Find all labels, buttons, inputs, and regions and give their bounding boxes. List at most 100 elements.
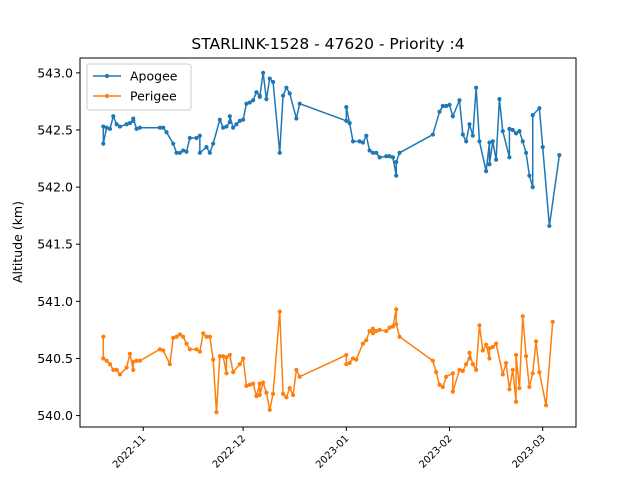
perigee-point bbox=[543, 403, 549, 408]
perigee-point bbox=[533, 339, 539, 344]
perigee-point bbox=[530, 371, 535, 376]
perigee-point bbox=[487, 346, 492, 351]
perigee-point bbox=[297, 374, 302, 379]
perigee-point bbox=[287, 386, 292, 391]
perigee-point bbox=[500, 372, 505, 377]
perigee-point bbox=[364, 338, 369, 343]
perigee-point bbox=[157, 347, 162, 352]
perigee-point bbox=[550, 319, 555, 324]
apogee-point bbox=[237, 118, 242, 123]
apogee-point bbox=[474, 85, 479, 90]
perigee-point bbox=[277, 309, 282, 314]
perigee-point bbox=[237, 362, 242, 367]
perigee-point bbox=[127, 351, 133, 356]
apogee-point bbox=[257, 94, 262, 99]
series-layer bbox=[101, 70, 562, 415]
apogee-point bbox=[367, 148, 372, 153]
perigee-point bbox=[484, 342, 489, 347]
apogee-point bbox=[457, 98, 462, 103]
perigee-point bbox=[374, 328, 379, 334]
y-axis: 540.0 540.5 541.0 541.5 542.0 542.5 543.0 bbox=[37, 65, 80, 423]
perigee-point bbox=[251, 381, 256, 386]
x-tick-label: 2023-03 bbox=[510, 433, 547, 470]
legend: Apogee Perigee bbox=[86, 63, 192, 111]
series-perigee bbox=[101, 307, 555, 415]
perigee-point bbox=[370, 326, 376, 331]
perigee-point bbox=[284, 395, 289, 400]
perigee-point bbox=[101, 356, 106, 361]
apogee-point bbox=[194, 135, 199, 141]
perigee-point bbox=[187, 347, 192, 352]
x-axis: 2022-11 2022-12 2023-01 2023-02 2023-03 bbox=[111, 427, 548, 471]
apogee-point bbox=[484, 169, 489, 174]
apogee-point bbox=[467, 122, 472, 127]
perigee-point bbox=[513, 399, 519, 404]
perigee-point bbox=[387, 325, 392, 330]
apogee-point bbox=[507, 155, 512, 160]
perigee-point bbox=[394, 322, 399, 327]
perigee-point bbox=[467, 350, 472, 355]
apogee-point bbox=[101, 141, 106, 146]
apogee-point bbox=[234, 122, 239, 127]
perigee-point bbox=[264, 390, 269, 395]
perigee-point bbox=[344, 352, 349, 358]
perigee-point bbox=[211, 357, 216, 362]
perigee-point bbox=[470, 362, 475, 367]
apogee-point bbox=[487, 140, 492, 145]
legend-apogee-label: Apogee bbox=[130, 69, 178, 84]
apogee-point bbox=[254, 90, 259, 95]
apogee-point bbox=[197, 150, 202, 155]
apogee-point bbox=[510, 127, 515, 133]
perigee-point bbox=[377, 327, 382, 332]
perigee-point bbox=[510, 367, 515, 372]
apogee-point bbox=[197, 133, 202, 138]
perigee-point bbox=[467, 356, 472, 361]
perigee-point bbox=[480, 348, 485, 353]
perigee-point bbox=[367, 328, 372, 334]
perigee-point bbox=[177, 332, 182, 337]
perigee-point bbox=[360, 341, 366, 346]
perigee-point bbox=[204, 334, 209, 339]
apogee-point bbox=[450, 114, 455, 119]
perigee-point bbox=[207, 334, 212, 339]
legend-perigee-marker bbox=[104, 93, 110, 99]
perigee-point bbox=[174, 334, 179, 339]
apogee-point bbox=[444, 103, 449, 109]
apogee-point bbox=[260, 70, 266, 75]
apogee-point bbox=[177, 150, 182, 155]
perigee-point bbox=[354, 357, 359, 362]
perigee-point bbox=[134, 358, 139, 363]
perigee-point bbox=[523, 354, 529, 359]
perigee-point bbox=[487, 356, 492, 361]
apogee-point bbox=[377, 155, 382, 160]
apogee-point bbox=[344, 118, 349, 123]
apogee-point bbox=[164, 130, 169, 135]
apogee-point bbox=[227, 119, 232, 125]
perigee-point bbox=[241, 356, 246, 361]
perigee-point bbox=[217, 354, 222, 359]
perigee-point bbox=[101, 334, 106, 339]
perigee-point bbox=[490, 344, 495, 350]
perigee-point bbox=[440, 384, 445, 390]
apogee-point bbox=[374, 150, 379, 155]
y-tick-label: 542.0 bbox=[37, 180, 73, 195]
apogee-point bbox=[287, 91, 292, 96]
perigee-point bbox=[280, 391, 286, 396]
perigee-point bbox=[370, 331, 376, 336]
apogee-point bbox=[181, 148, 186, 153]
perigee-point bbox=[494, 341, 499, 346]
apogee-point bbox=[390, 155, 396, 160]
apogee-point bbox=[547, 223, 552, 229]
apogee-point bbox=[241, 117, 246, 122]
perigee-point bbox=[197, 349, 202, 354]
perigee-point bbox=[267, 407, 272, 412]
apogee-point bbox=[104, 125, 109, 130]
legend-perigee-label: Perigee bbox=[130, 89, 177, 104]
apogee-point bbox=[394, 159, 399, 165]
perigee-point bbox=[167, 362, 172, 367]
apogee-point bbox=[500, 129, 505, 134]
apogee-point bbox=[517, 129, 522, 134]
y-tick-label: 541.5 bbox=[37, 237, 73, 252]
perigee-point bbox=[450, 389, 455, 394]
